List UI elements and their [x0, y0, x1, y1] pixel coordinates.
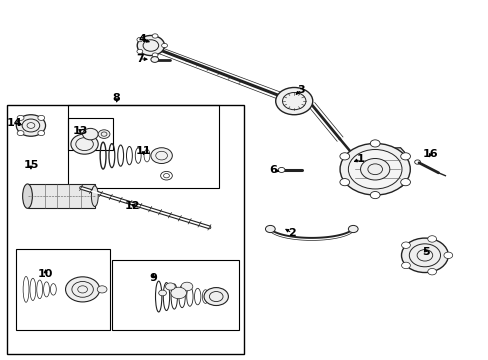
Circle shape: [137, 49, 142, 54]
Text: 16: 16: [422, 149, 438, 159]
Circle shape: [427, 269, 436, 275]
Circle shape: [400, 153, 409, 160]
Circle shape: [97, 286, 107, 293]
Circle shape: [38, 115, 44, 120]
Text: 5: 5: [421, 247, 429, 257]
Circle shape: [339, 179, 349, 186]
Circle shape: [181, 282, 192, 291]
Text: 9: 9: [149, 273, 157, 283]
Bar: [68, 105, 219, 188]
Circle shape: [152, 53, 158, 57]
Text: 8: 8: [113, 93, 121, 103]
Circle shape: [401, 262, 409, 269]
Bar: [112, 260, 238, 330]
Circle shape: [65, 277, 100, 302]
Text: 11: 11: [136, 145, 151, 156]
Circle shape: [151, 57, 158, 62]
Text: 15: 15: [23, 160, 39, 170]
Text: 6: 6: [268, 165, 276, 175]
Circle shape: [158, 290, 166, 296]
Text: 13: 13: [72, 126, 88, 135]
Ellipse shape: [91, 186, 98, 207]
Circle shape: [17, 131, 24, 136]
Circle shape: [137, 37, 142, 42]
Text: 4: 4: [138, 35, 146, 44]
Polygon shape: [346, 148, 405, 187]
Text: 14: 14: [6, 118, 22, 128]
Text: 7: 7: [136, 54, 143, 64]
Circle shape: [347, 149, 401, 189]
Circle shape: [161, 43, 167, 48]
Circle shape: [278, 167, 285, 172]
Circle shape: [401, 242, 409, 248]
Circle shape: [347, 225, 357, 233]
Circle shape: [400, 179, 409, 186]
Circle shape: [38, 131, 44, 136]
Ellipse shape: [22, 184, 32, 208]
Text: 3: 3: [297, 85, 305, 95]
Circle shape: [98, 130, 110, 138]
Circle shape: [427, 236, 436, 242]
Circle shape: [203, 288, 228, 306]
Bar: [16, 249, 110, 330]
Circle shape: [401, 238, 447, 273]
Circle shape: [82, 129, 98, 140]
Circle shape: [152, 34, 158, 38]
Bar: [6, 105, 243, 354]
Text: 1: 1: [356, 154, 364, 164]
Circle shape: [275, 87, 312, 115]
Circle shape: [137, 36, 164, 55]
Text: 12: 12: [124, 201, 140, 211]
Circle shape: [170, 287, 186, 299]
Circle shape: [17, 115, 24, 120]
Bar: [68, 118, 113, 149]
Circle shape: [339, 153, 349, 160]
Circle shape: [16, 115, 45, 136]
Circle shape: [71, 134, 98, 154]
Circle shape: [360, 158, 389, 180]
Text: 10: 10: [38, 269, 53, 279]
Circle shape: [265, 225, 275, 233]
Circle shape: [369, 192, 379, 199]
Circle shape: [369, 140, 379, 147]
Bar: [27, 184, 95, 208]
Circle shape: [443, 252, 452, 258]
Circle shape: [165, 283, 175, 290]
Circle shape: [339, 143, 409, 195]
Text: 2: 2: [288, 228, 296, 238]
Circle shape: [151, 148, 172, 163]
